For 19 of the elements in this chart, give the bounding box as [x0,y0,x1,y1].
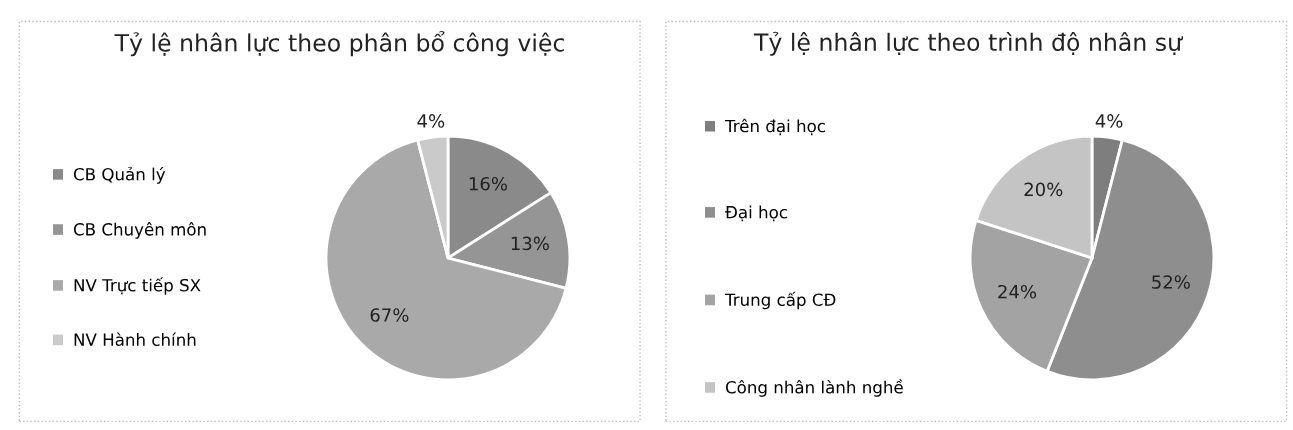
legend-label: Trung cấp CĐ [724,291,836,310]
legend-label: CB Quản lý [73,166,166,184]
chart-title: Tỷ lệ nhân lực theo trình độ nhân sự [753,31,1184,56]
data-label: 52% [1152,275,1190,289]
data-label: 67% [370,308,409,322]
data-label: 24% [998,284,1037,299]
data-label: 16% [469,176,507,191]
pie-slice [324,138,568,382]
data-label: 13% [511,236,549,251]
legend-label: NV Trực tiếp SX [74,277,201,295]
data-label: 4% [1095,114,1123,128]
legend-label: Đại học [725,205,787,222]
legend-label: NV Hành chính [74,332,196,346]
data-label: 20% [1024,182,1063,197]
data-label: 4% [417,114,445,128]
legend-label: CB Chuyên môn [73,222,206,239]
legend-label: Công nhân lành nghề [725,379,903,397]
legend-label: Trên đại học [724,118,825,136]
chart-title: Tỷ lệ nhân lực theo phân bổ công việc [114,31,564,57]
